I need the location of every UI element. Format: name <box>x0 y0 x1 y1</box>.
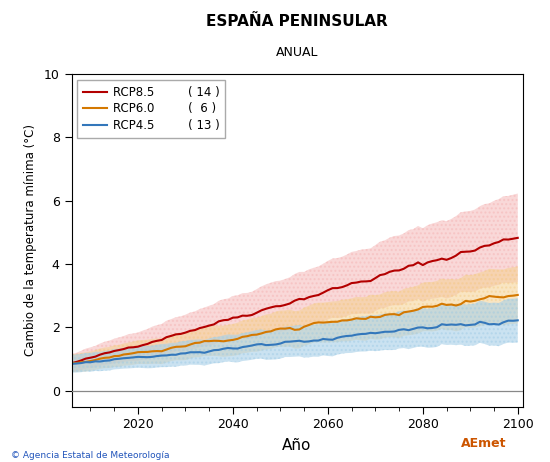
Y-axis label: Cambio de la temperatura mínima (°C): Cambio de la temperatura mínima (°C) <box>24 124 37 356</box>
Legend: RCP8.5         ( 14 ), RCP6.0         (  6 ), RCP4.5         ( 13 ): RCP8.5 ( 14 ), RCP6.0 ( 6 ), RCP4.5 ( 13… <box>78 80 226 138</box>
Text: ESPAÑA PENINSULAR: ESPAÑA PENINSULAR <box>206 14 388 29</box>
X-axis label: Año: Año <box>282 438 312 453</box>
Text: AEmet: AEmet <box>461 438 507 450</box>
Text: © Agencia Estatal de Meteorología: © Agencia Estatal de Meteorología <box>11 451 169 460</box>
Text: ANUAL: ANUAL <box>276 46 318 59</box>
